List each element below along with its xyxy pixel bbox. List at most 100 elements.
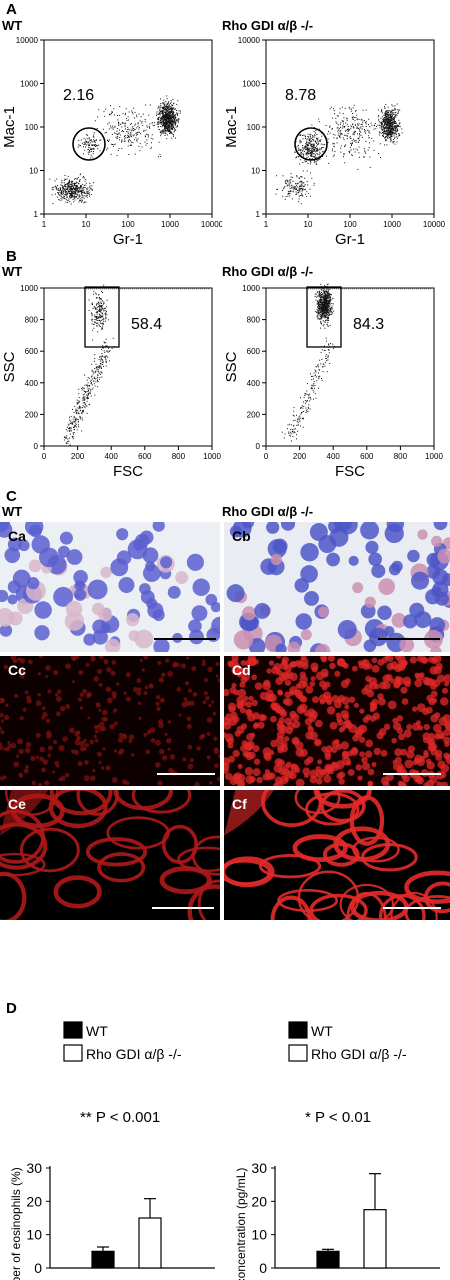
scatter-point bbox=[327, 313, 329, 315]
scatter-point bbox=[386, 118, 388, 120]
scatter-point bbox=[319, 359, 321, 361]
scatter-point bbox=[390, 133, 392, 135]
y-tick-label: 400 bbox=[25, 379, 39, 388]
scatter-point bbox=[118, 122, 120, 124]
cell-nucleus bbox=[442, 573, 450, 587]
scatter-point bbox=[159, 108, 161, 110]
scatter-point bbox=[122, 122, 124, 124]
scatter-point bbox=[65, 179, 67, 181]
scatter-point bbox=[119, 137, 121, 138]
scatter-point bbox=[95, 145, 97, 147]
scatter-point bbox=[67, 192, 68, 194]
y-tick-label: 800 bbox=[247, 316, 261, 325]
scatter-point bbox=[67, 430, 69, 432]
cell-nucleus bbox=[28, 559, 42, 573]
scatter-point bbox=[101, 359, 103, 360]
cell-nucleus bbox=[378, 578, 396, 595]
scatter-point bbox=[83, 141, 85, 143]
scatter-point bbox=[301, 150, 303, 152]
scatter-point bbox=[88, 149, 89, 150]
scatter-point bbox=[100, 356, 102, 358]
scatter-point bbox=[82, 386, 84, 388]
scatter-point bbox=[169, 126, 171, 128]
scatter-point bbox=[89, 392, 91, 394]
scatter-point bbox=[297, 182, 299, 184]
scatter-point bbox=[308, 396, 310, 398]
scatter-point bbox=[306, 157, 308, 159]
scatter-point bbox=[158, 106, 160, 108]
scatter-point bbox=[317, 302, 319, 304]
scatter-point bbox=[74, 189, 76, 191]
scatter-point bbox=[157, 123, 159, 125]
scatter-point bbox=[165, 129, 167, 131]
cell-nucleus bbox=[365, 750, 373, 758]
genotype-label-a-left: WT bbox=[2, 18, 23, 33]
scatter-point bbox=[358, 141, 360, 143]
scatter-point bbox=[304, 393, 306, 395]
cell-nucleus bbox=[347, 769, 355, 776]
scatter-point bbox=[56, 187, 58, 189]
scatter-point bbox=[300, 176, 302, 178]
scatter-point bbox=[314, 150, 316, 152]
scatter-point bbox=[318, 142, 320, 144]
scatter-point bbox=[74, 192, 76, 194]
scatter-point bbox=[314, 369, 316, 371]
scatter-point bbox=[161, 117, 163, 119]
scatter-point bbox=[386, 135, 388, 137]
scatter-point bbox=[108, 351, 110, 352]
scatter-point bbox=[298, 188, 300, 190]
scatter-point bbox=[96, 313, 98, 315]
scatter-point bbox=[390, 111, 392, 113]
flow-plot-ssc-fsc-ko: 0 200 400 600 800 100002004006008001000FSCSSC… bbox=[223, 283, 443, 480]
scatter-point bbox=[99, 305, 101, 307]
scatter-point bbox=[96, 318, 98, 319]
cell-nucleus bbox=[402, 676, 412, 686]
scatter-point bbox=[338, 132, 340, 134]
scatter-point bbox=[86, 142, 88, 144]
scatter-point bbox=[99, 298, 101, 300]
scatter-point bbox=[327, 304, 329, 306]
scatter-point bbox=[324, 312, 326, 314]
scatter-point bbox=[346, 119, 348, 121]
cell-nucleus bbox=[403, 729, 412, 738]
scatter-point bbox=[309, 141, 311, 143]
scatter-point bbox=[93, 371, 94, 373]
scatter-point bbox=[113, 144, 115, 145]
scatter-point bbox=[94, 319, 96, 320]
scatter-point bbox=[291, 185, 293, 187]
scatter-point bbox=[304, 177, 306, 179]
scatter-point bbox=[135, 137, 137, 139]
scatter-point bbox=[286, 428, 288, 430]
scatter-point bbox=[316, 150, 318, 152]
cell-nucleus bbox=[110, 670, 116, 676]
scatter-point bbox=[325, 293, 327, 295]
cell-nucleus bbox=[270, 553, 282, 566]
scatter-point bbox=[306, 147, 308, 149]
cell-nucleus bbox=[383, 723, 391, 731]
scatter-point bbox=[99, 321, 101, 323]
scatter-point bbox=[394, 129, 396, 131]
scatter-point bbox=[170, 132, 172, 134]
scatter-point bbox=[382, 121, 384, 123]
scatter-point bbox=[356, 114, 358, 116]
scatter-point bbox=[82, 402, 84, 404]
scatter-point bbox=[385, 116, 387, 118]
cell-nucleus bbox=[39, 746, 46, 753]
scatter-point bbox=[322, 290, 324, 292]
scatter-point bbox=[90, 154, 92, 156]
scatter-point bbox=[299, 185, 301, 187]
scatter-point bbox=[299, 415, 301, 417]
scatter-point bbox=[347, 133, 349, 134]
scatter-point bbox=[132, 126, 134, 128]
scatter-point bbox=[127, 136, 129, 138]
scatter-point bbox=[384, 122, 386, 124]
scatter-point bbox=[317, 315, 319, 317]
cell-nucleus bbox=[371, 563, 386, 578]
scatter-point bbox=[94, 314, 96, 316]
scatter-point bbox=[290, 431, 291, 433]
scatter-point bbox=[164, 128, 166, 130]
scatter-point bbox=[68, 198, 70, 200]
scatter-point bbox=[69, 427, 71, 428]
scatter-point bbox=[161, 121, 163, 123]
cell-nucleus bbox=[89, 739, 95, 745]
